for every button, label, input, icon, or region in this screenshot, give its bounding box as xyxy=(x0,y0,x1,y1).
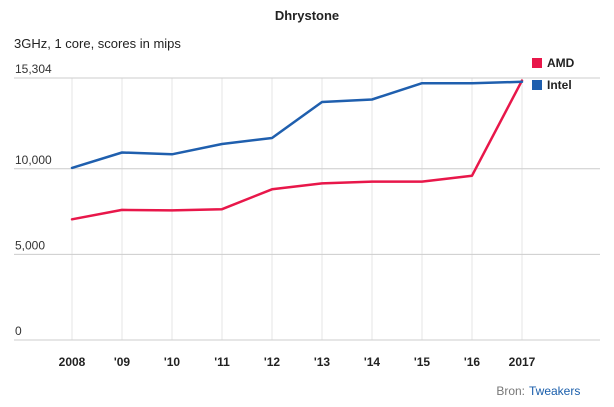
x-tick-label: '15 xyxy=(414,355,431,369)
grid-layer xyxy=(14,77,600,341)
y-axis-labels: 0 5,000 10,000 15,304 xyxy=(15,62,52,338)
chart-subtitle: 3GHz, 1 core, scores in mips xyxy=(14,36,181,51)
x-tick-label: '14 xyxy=(364,355,381,369)
legend: AMD Intel xyxy=(532,56,575,92)
x-tick-label: 2017 xyxy=(509,355,536,369)
y-tick-label: 15,304 xyxy=(15,62,52,76)
chart-title: Dhrystone xyxy=(275,8,339,23)
x-tick-label: '11 xyxy=(214,355,230,369)
legend-swatch-amd xyxy=(532,58,542,68)
series-line-amd xyxy=(70,79,524,221)
x-tick-label: '16 xyxy=(464,355,481,369)
x-tick-label: '09 xyxy=(114,355,131,369)
lines-layer xyxy=(70,79,524,221)
y-tick-label: 5,000 xyxy=(15,238,45,252)
x-tick-label: 2008 xyxy=(59,355,86,369)
source-label: Bron: xyxy=(496,384,525,398)
legend-label-amd: AMD xyxy=(547,56,575,70)
x-tick-label: '10 xyxy=(164,355,181,369)
x-tick-label: '12 xyxy=(264,355,281,369)
y-tick-label: 0 xyxy=(15,324,22,338)
x-axis-labels: 2008 '09 '10 '11 '12 '13 '14 '15 '16 2017 xyxy=(59,355,536,369)
source-link[interactable]: Tweakers xyxy=(529,384,580,398)
legend-label-intel: Intel xyxy=(547,78,572,92)
x-tick-label: '13 xyxy=(314,355,331,369)
series-line-intel xyxy=(70,80,524,170)
legend-swatch-intel xyxy=(532,80,542,90)
y-tick-label: 10,000 xyxy=(15,153,52,167)
